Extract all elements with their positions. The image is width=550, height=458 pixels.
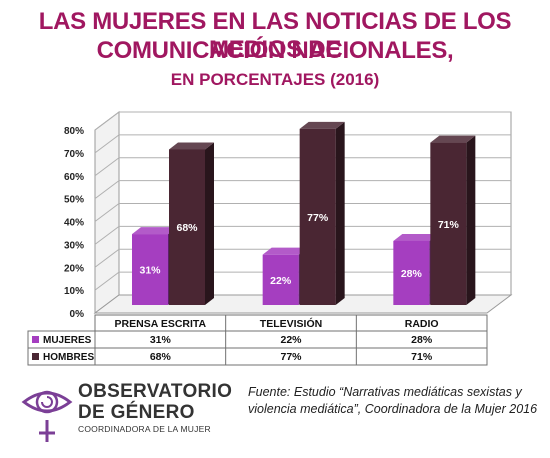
bar-side [466, 135, 476, 305]
table-cell: 77% [280, 351, 302, 363]
bar-data-label: 28% [401, 268, 423, 280]
y-tick-label: 80% [64, 126, 84, 137]
bar-data-label: 22% [270, 275, 292, 287]
gridline-side [94, 157, 120, 177]
bar-top [430, 135, 476, 143]
table-cell: 71% [411, 351, 433, 363]
y-tick-label: 40% [64, 218, 84, 229]
bar-data-label: 71% [438, 219, 460, 231]
table-cell: 68% [150, 351, 172, 363]
bar-side [335, 121, 345, 305]
y-tick-label: 60% [64, 172, 84, 183]
bar-data-label: 31% [139, 265, 161, 277]
y-tick-label: 50% [64, 195, 84, 206]
table-cell: 22% [280, 334, 302, 346]
logo-title-line-2: DE GÉNERO [78, 402, 195, 423]
bar [299, 128, 336, 305]
gridline-side [94, 134, 120, 154]
legend-swatch [32, 353, 39, 360]
legend-label: MUJERES [43, 335, 92, 346]
bar [262, 254, 299, 305]
bar-top [169, 142, 214, 150]
table-cell: 31% [150, 334, 172, 346]
bar-data-label: 77% [307, 212, 329, 224]
bar-top [262, 247, 308, 255]
category-label: RADIO [405, 318, 439, 330]
gridline-side [94, 248, 120, 268]
subtitle: EN PORCENTAJES (2016) [170, 70, 380, 89]
y-tick-label: 30% [64, 240, 84, 251]
bar [169, 149, 205, 305]
table-cell: 28% [411, 334, 433, 346]
y-tick-label: 0% [70, 309, 85, 320]
bar [393, 240, 430, 305]
bar-top [299, 121, 345, 129]
bar-top [132, 227, 177, 235]
bar-side [205, 142, 214, 305]
bar [132, 234, 168, 305]
gridline-side [94, 111, 120, 131]
gridline-side [94, 271, 120, 291]
y-tick-label: 70% [64, 149, 84, 160]
gridline-side [94, 225, 120, 245]
gridline-side [94, 203, 120, 222]
logo: OBSERVATORIO DE GÉNERO COORDINADORA DE L… [20, 378, 250, 448]
y-tick-label: 20% [64, 263, 84, 274]
bar-data-label: 68% [176, 222, 198, 234]
data-table-frame [94, 314, 488, 366]
source-note: Fuente: Estudio “Narrativas mediáticas s… [248, 385, 538, 416]
y-tick-label: 10% [64, 286, 84, 297]
eye-venus-symbol-icon [21, 390, 73, 442]
bar [430, 142, 467, 305]
title-line-1: LAS MUJERES EN LAS NOTICIAS DE LOS MEDIO… [38, 8, 512, 63]
gridline-side [94, 180, 120, 200]
category-label: PRENSA ESCRITA [115, 318, 207, 330]
category-label: TELEVISIÓN [260, 317, 322, 330]
legend-swatch [32, 336, 39, 343]
bar-chart: 0% 10% 20% 30% 40% 50% 60% 70% 80% 31% 68% 22% 77% 28… [27, 111, 513, 366]
logo-title-line-1: OBSERVATORIO [78, 381, 233, 402]
logo-tagline: COORDINADORA DE LA MUJER [78, 424, 211, 434]
legend-label: HOMBRES [43, 352, 94, 363]
bar-top [393, 233, 439, 241]
title-line-2: COMUNICACIÓN NACIONALES, [96, 37, 454, 64]
